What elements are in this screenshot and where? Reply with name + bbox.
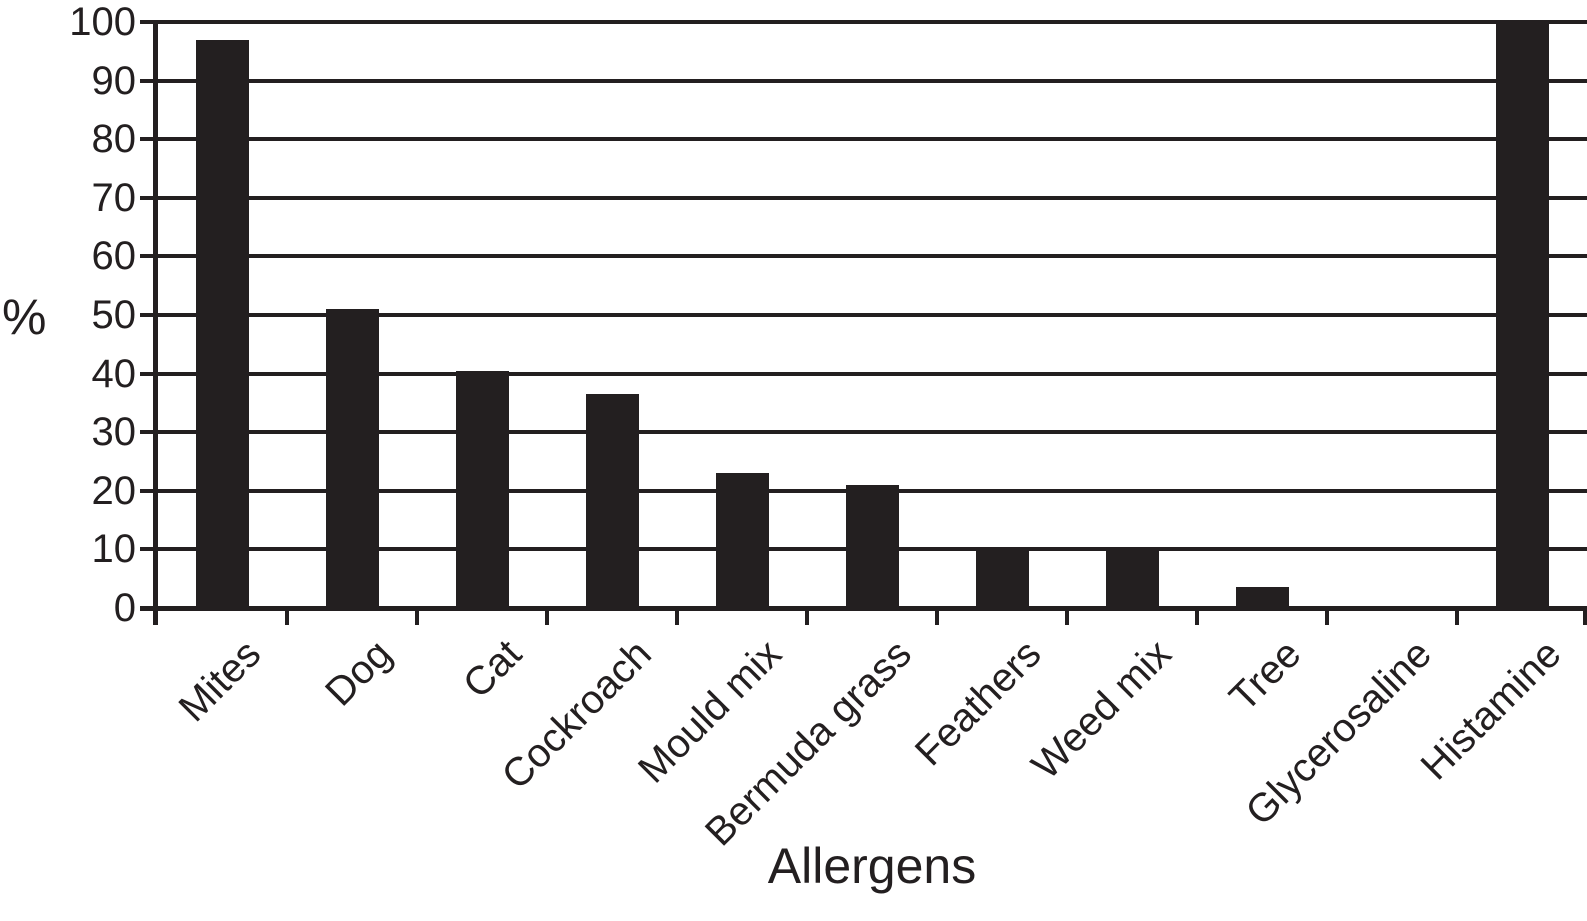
gridline-60 — [155, 254, 1587, 259]
y-tick-60 — [140, 254, 158, 259]
gridline-40 — [155, 371, 1587, 376]
gridline-30 — [155, 430, 1587, 435]
y-tick-label-30: 30 — [91, 410, 137, 455]
x-tick-1 — [285, 608, 289, 625]
gridline-80 — [155, 137, 1587, 142]
gridline-70 — [155, 195, 1587, 200]
y-tick-40 — [140, 371, 158, 376]
bar-cockroach — [585, 394, 639, 611]
x-tick-10 — [1455, 608, 1459, 625]
bar-mould-mix — [715, 473, 769, 611]
gridline-100 — [155, 20, 1587, 24]
bar-histamine — [1495, 22, 1549, 611]
x-label-cat: Cat — [454, 631, 530, 707]
x-tick-9 — [1325, 608, 1329, 625]
bar-cat — [455, 370, 509, 611]
x-tick-6 — [935, 608, 939, 625]
y-tick-90 — [140, 78, 158, 83]
y-tick-label-90: 90 — [91, 58, 137, 103]
y-tick-50 — [140, 313, 158, 317]
x-label-histamine: Histamine — [1412, 631, 1570, 789]
y-tick-30 — [140, 430, 158, 435]
y-tick-label-40: 40 — [91, 351, 137, 396]
x-tick-5 — [805, 608, 809, 625]
y-tick-70 — [140, 195, 158, 200]
y-axis-title: % — [2, 289, 47, 345]
bar-dog — [325, 309, 379, 611]
x-axis-title: Allergens — [767, 838, 977, 894]
bar-mites — [195, 39, 249, 611]
x-tick-4 — [675, 608, 679, 625]
x-tick-8 — [1195, 608, 1199, 625]
x-tick-7 — [1065, 608, 1069, 625]
bar-tree — [1235, 587, 1289, 611]
x-label-tree: Tree — [1221, 631, 1310, 720]
y-tick-label-50: 50 — [91, 293, 137, 337]
gridline-90 — [155, 78, 1587, 83]
gridline-50 — [155, 313, 1587, 317]
y-tick-label-0: 0 — [113, 586, 136, 630]
y-tick-20 — [140, 488, 158, 493]
x-tick-2 — [415, 608, 419, 625]
x-tick-3 — [545, 608, 549, 625]
y-tick-80 — [140, 137, 158, 142]
x-label-dog: Dog — [316, 631, 400, 715]
x-tick-11 — [1583, 608, 1587, 625]
y-tick-label-10: 10 — [91, 527, 137, 572]
x-label-weed-mix: Weed mix — [1023, 631, 1180, 788]
y-tick-100 — [140, 20, 158, 24]
y-tick-label-60: 60 — [91, 234, 137, 279]
bar-feathers — [975, 549, 1029, 611]
bar-bermuda-grass — [845, 484, 899, 611]
x-label-mites: Mites — [171, 631, 270, 731]
y-tick-label-70: 70 — [91, 175, 137, 220]
y-tick-10 — [140, 547, 158, 552]
bar-weed-mix — [1105, 549, 1159, 611]
y-tick-label-20: 20 — [91, 468, 137, 513]
y-axis-line — [153, 20, 158, 625]
y-tick-label-80: 80 — [91, 117, 137, 162]
y-tick-label-100: 100 — [69, 0, 136, 44]
